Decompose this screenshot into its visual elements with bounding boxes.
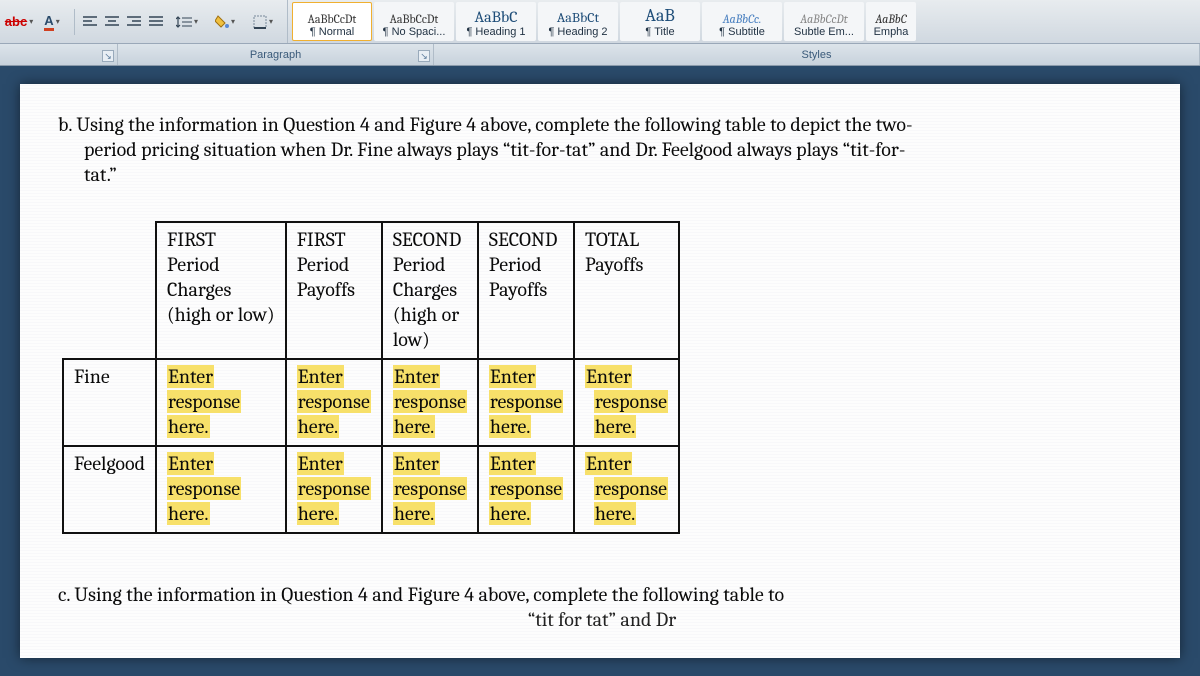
table-cell[interactable]: Enterresponsehere.	[478, 359, 574, 446]
style-emphasis[interactable]: AaBbC Empha	[866, 2, 916, 41]
row-label-feelgood: Feelgood	[63, 446, 156, 533]
row-label-fine: Fine	[63, 359, 156, 446]
style-title[interactable]: AaB ¶ Title	[620, 2, 700, 41]
style-label: Subtle Em...	[794, 26, 854, 38]
table-cell[interactable]: Enterresponsehere.	[382, 359, 478, 446]
col-total-payoffs: TOTALPayoffs	[574, 222, 679, 359]
style-label: ¶ No Spaci...	[383, 26, 446, 38]
table-cell[interactable]: Enterresponsehere.	[478, 446, 574, 533]
table-header-row: FIRSTPeriodCharges(high or low) FIRSTPer…	[63, 222, 679, 359]
table-cell[interactable]: Enterresponsehere.	[156, 359, 286, 446]
style-subtle-emphasis[interactable]: AaBbCcDt Subtle Em...	[784, 2, 864, 41]
table-cell[interactable]: Enterresponsehere.	[286, 359, 382, 446]
table-cell[interactable]: Enter response here.	[574, 446, 679, 533]
document-area: b. Using the information in Question 4 a…	[0, 66, 1200, 676]
style-preview: AaBbC	[875, 12, 906, 26]
font-dialog-launcher[interactable]: ↘	[102, 50, 114, 62]
style-label: ¶ Subtitle	[719, 26, 765, 38]
table-row-fine: Fine Enterresponsehere. Enterresponseher…	[63, 359, 679, 446]
ribbon-group-labels: ↘ Paragraph ↘ Styles	[0, 44, 1200, 66]
style-label: Empha	[874, 26, 909, 38]
style-heading-2[interactable]: AaBbCt ¶ Heading 2	[538, 2, 618, 41]
style-preview: AaBbCc.	[723, 12, 762, 26]
style-subtitle[interactable]: AaBbCc. ¶ Subtitle	[702, 2, 782, 41]
col-first-payoffs: FIRSTPeriodPayoffs	[286, 222, 382, 359]
style-preview: AaBbCcDt	[390, 12, 439, 26]
question-b: b. Using the information in Question 4 a…	[58, 112, 938, 187]
align-center-button[interactable]	[101, 9, 123, 35]
font-group-spacer: ↘	[0, 44, 118, 65]
line-spacing-button[interactable]	[169, 9, 205, 35]
payoff-table: FIRSTPeriodCharges(high or low) FIRSTPer…	[62, 221, 680, 534]
align-right-button[interactable]	[123, 9, 145, 35]
question-b-text: Using the information in Question 4 and …	[76, 113, 912, 186]
group-label-text: Paragraph	[250, 49, 301, 61]
table-cell[interactable]: Enter response here.	[574, 359, 679, 446]
style-label: ¶ Heading 2	[548, 26, 607, 38]
ribbon-font-paragraph-group: abc A	[0, 0, 288, 43]
style-preview: AaBbC	[475, 8, 518, 26]
separator	[74, 9, 75, 35]
align-justify-button[interactable]	[145, 9, 167, 35]
font-color-button[interactable]: A	[34, 9, 70, 35]
question-c: c. Using the information in Question 4 a…	[58, 582, 1146, 632]
style-preview: AaBbCcDt	[308, 12, 357, 26]
col-first-charges: FIRSTPeriodCharges(high or low)	[156, 222, 286, 359]
document-page[interactable]: b. Using the information in Question 4 a…	[20, 84, 1180, 658]
col-second-charges: SECONDPeriodCharges(high orlow)	[382, 222, 478, 359]
table-corner	[63, 222, 156, 359]
strikethrough-button[interactable]: abc	[6, 9, 32, 35]
style-label: ¶ Heading 1	[466, 26, 525, 38]
style-no-spacing[interactable]: AaBbCcDt ¶ No Spaci...	[374, 2, 454, 41]
table-cell[interactable]: Enterresponsehere.	[286, 446, 382, 533]
question-b-label: b.	[58, 113, 72, 136]
question-c-label: c.	[58, 583, 70, 606]
table-cell[interactable]: Enterresponsehere.	[156, 446, 286, 533]
question-c-text: Using the information in Question 4 and …	[74, 583, 784, 606]
styles-gallery[interactable]: AaBbCcDt ¶ Normal AaBbCcDt ¶ No Spaci...…	[288, 0, 1200, 43]
style-preview: AaB	[645, 5, 675, 26]
paragraph-dialog-launcher[interactable]: ↘	[418, 50, 430, 62]
question-c-cut: “tit for tat” and Dr	[528, 608, 676, 631]
table-cell[interactable]: Enterresponsehere.	[382, 446, 478, 533]
style-preview: AaBbCcDt	[800, 12, 848, 26]
style-preview: AaBbCt	[557, 9, 599, 26]
style-heading-1[interactable]: AaBbC ¶ Heading 1	[456, 2, 536, 41]
table-row-feelgood: Feelgood Enterresponsehere. Enterrespons…	[63, 446, 679, 533]
styles-group-label: Styles	[434, 44, 1200, 65]
style-label: ¶ Title	[645, 26, 674, 38]
col-second-payoffs: SECONDPeriodPayoffs	[478, 222, 574, 359]
style-label: ¶ Normal	[310, 26, 354, 38]
borders-button[interactable]	[245, 9, 281, 35]
ribbon: abc A AaBbCcDt	[0, 0, 1200, 44]
group-label-text: Styles	[802, 49, 832, 61]
align-buttons	[79, 9, 167, 35]
paragraph-group-label: Paragraph ↘	[118, 44, 434, 65]
style-normal[interactable]: AaBbCcDt ¶ Normal	[292, 2, 372, 41]
shading-button[interactable]	[207, 9, 243, 35]
align-left-button[interactable]	[79, 9, 101, 35]
